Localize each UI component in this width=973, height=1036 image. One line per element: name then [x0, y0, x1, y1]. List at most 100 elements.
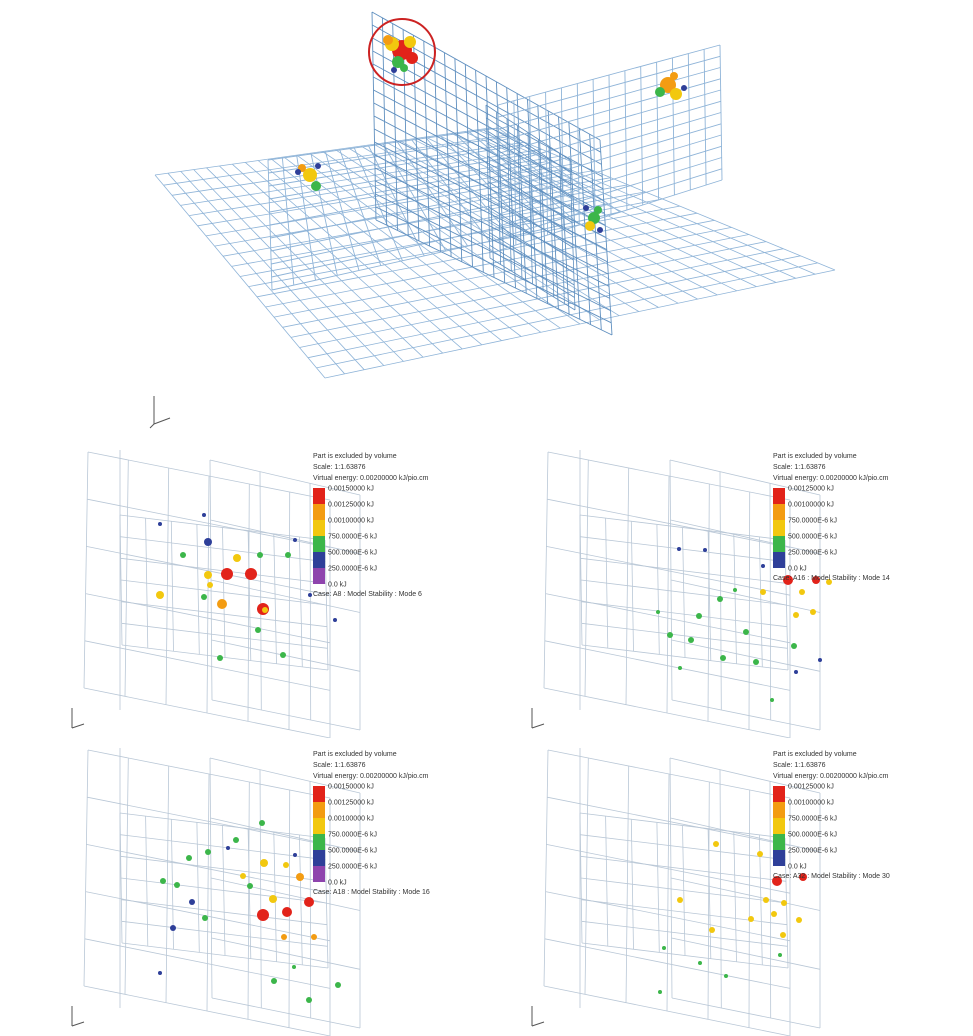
- legend-color-swatch: [773, 536, 785, 552]
- energy-hotspot: [392, 56, 404, 68]
- legend-label: 0.00125000 kJ: [328, 502, 374, 509]
- energy-hotspot: [400, 64, 408, 72]
- energy-hotspot: [655, 87, 665, 97]
- energy-dot: [296, 873, 304, 881]
- energy-dot: [156, 591, 164, 599]
- highlight-circle: [368, 18, 436, 86]
- mode-panel-case-a16: Part is excluded by volume Scale: 1:1.638…: [531, 450, 890, 738]
- energy-dot: [760, 589, 766, 595]
- legend-label: 750.0000E-6 kJ: [328, 832, 377, 839]
- legend-color-swatch: [773, 802, 785, 818]
- energy-dot: [202, 915, 208, 921]
- legend-color-swatch: [773, 834, 785, 850]
- legend-label: 0.0 kJ: [328, 880, 347, 887]
- legend-header-line: Part is excluded by volume: [773, 751, 857, 758]
- legend-label: 0.00100000 kJ: [328, 518, 374, 525]
- legend-label: 750.0000E-6 kJ: [328, 534, 377, 541]
- energy-dot: [724, 974, 728, 978]
- energy-dot: [717, 596, 723, 602]
- axis-triad-icon: [531, 708, 545, 729]
- legend-label: 0.00150000 kJ: [328, 784, 374, 791]
- case-label: Case: A18 : Model Stability : Mode 16: [313, 889, 430, 896]
- energy-dot: [233, 554, 241, 562]
- legend-label: 0.0 kJ: [328, 582, 347, 589]
- energy-hotspot: [383, 35, 393, 45]
- legend-label: 250.0000E-6 kJ: [328, 864, 377, 871]
- energy-dot: [255, 627, 261, 633]
- energy-dot: [281, 934, 287, 940]
- energy-hotspot: [295, 169, 301, 175]
- energy-hotspot: [670, 88, 682, 100]
- energy-dot: [174, 882, 180, 888]
- energy-dot: [826, 579, 832, 585]
- legend-color-swatch: [773, 488, 785, 504]
- energy-legend: Part is excluded by volume Scale: 1:1.638…: [773, 751, 890, 880]
- energy-dot: [678, 666, 682, 670]
- axis-triad-icon: [531, 1006, 545, 1027]
- energy-hotspot: [597, 227, 603, 233]
- energy-dot: [257, 909, 269, 921]
- energy-dot: [180, 552, 186, 558]
- legend-label: 500.0000E-6 kJ: [788, 832, 837, 839]
- legend-header-line: Part is excluded by volume: [773, 453, 857, 460]
- energy-dot: [247, 883, 253, 889]
- legend-label: 0.0 kJ: [788, 864, 807, 871]
- structure-mesh-3d-view: [0, 0, 836, 429]
- legend-label: 250.0000E-6 kJ: [788, 550, 837, 557]
- energy-dot: [656, 610, 660, 614]
- panel-mesh: [83, 450, 361, 738]
- legend-color-swatch: [313, 866, 325, 882]
- legend-label: 0.00125000 kJ: [788, 784, 834, 791]
- legend-label: 500.0000E-6 kJ: [328, 550, 377, 557]
- energy-dot: [658, 990, 662, 994]
- legend-color-swatch: [313, 552, 325, 568]
- legend-color-swatch: [773, 552, 785, 568]
- legend-label: 250.0000E-6 kJ: [328, 566, 377, 573]
- energy-legend: Part is excluded by volume Scale: 1:1.638…: [313, 751, 430, 896]
- legend-color-swatch: [313, 536, 325, 552]
- energy-dot: [217, 599, 227, 609]
- energy-dot: [796, 917, 802, 923]
- energy-dots: [656, 547, 832, 702]
- energy-dot: [677, 897, 683, 903]
- energy-dot: [271, 978, 277, 984]
- energy-hotspot: [406, 52, 418, 64]
- legend-color-swatch: [313, 802, 325, 818]
- energy-dot: [799, 589, 805, 595]
- energy-dot: [733, 588, 737, 592]
- legend-header-line: Part is excluded by volume: [313, 453, 397, 460]
- energy-dot: [688, 637, 694, 643]
- legend-header-line: Part is excluded by volume: [313, 751, 397, 758]
- legend-label: 750.0000E-6 kJ: [788, 518, 837, 525]
- energy-dot: [308, 593, 312, 597]
- energy-dot: [791, 643, 797, 649]
- legend-header-line: Virtual energy: 0.00200000 kJ/pio.cm: [313, 475, 429, 482]
- legend-color-swatch: [773, 850, 785, 866]
- legend-header-line: Scale: 1:1.63876: [313, 762, 366, 769]
- legend-label: 0.00100000 kJ: [788, 800, 834, 807]
- energy-dot: [763, 897, 769, 903]
- energy-dot: [233, 837, 239, 843]
- case-label: Case: A16 : Model Stability : Mode 14: [773, 575, 890, 582]
- energy-dot: [748, 916, 754, 922]
- axis-triad-icon: [149, 396, 171, 429]
- energy-dot: [771, 911, 777, 917]
- legend-label: 0.00150000 kJ: [328, 486, 374, 493]
- energy-dot: [335, 982, 341, 988]
- energy-dot: [285, 552, 291, 558]
- energy-dot: [306, 997, 312, 1003]
- legend-color-swatch: [313, 520, 325, 536]
- energy-hotspot: [670, 72, 678, 80]
- legend-color-swatch: [773, 520, 785, 536]
- energy-dot: [293, 538, 297, 542]
- legend-label: 0.00125000 kJ: [788, 486, 834, 493]
- energy-dot: [781, 900, 787, 906]
- mode-panel-case-a32: Part is excluded by volume Scale: 1:1.638…: [531, 748, 890, 1036]
- energy-dot: [698, 961, 702, 965]
- energy-hotspot: [681, 85, 687, 91]
- energy-legend: Part is excluded by volume Scale: 1:1.638…: [313, 453, 429, 598]
- legend-header-line: Scale: 1:1.63876: [773, 762, 826, 769]
- energy-hotspot: [588, 212, 600, 224]
- energy-dot: [713, 841, 719, 847]
